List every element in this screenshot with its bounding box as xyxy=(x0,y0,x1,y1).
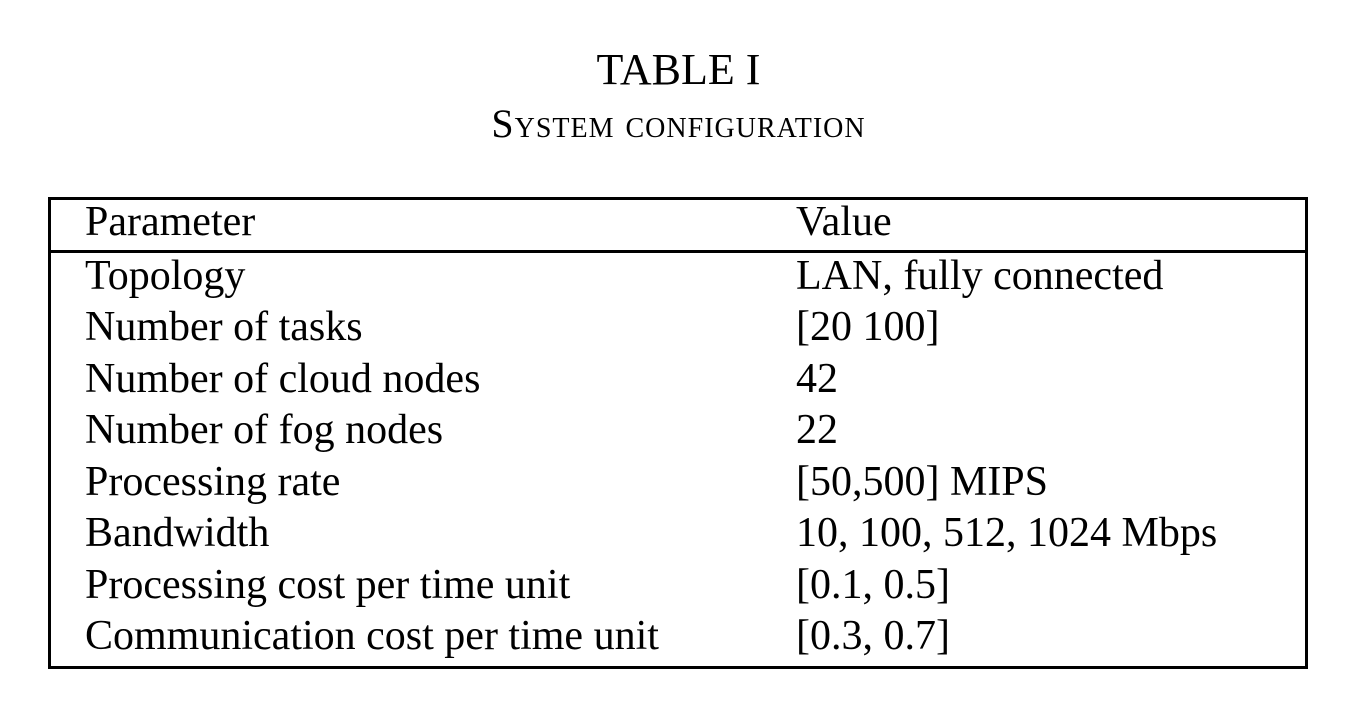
value-cell: [50,500] MIPS xyxy=(796,459,1049,505)
parameter-cell: Communication cost per time unit xyxy=(85,613,659,659)
parameter-cell: Number of tasks xyxy=(85,304,363,350)
table-row: Topology LAN, fully connected xyxy=(51,250,1305,302)
table-row: Number of cloud nodes 42 xyxy=(51,353,1305,405)
parameter-cell: Number of cloud nodes xyxy=(85,356,481,402)
value-cell: [20 100] xyxy=(796,304,940,350)
value-cell: [0.3, 0.7] xyxy=(796,613,950,659)
table-row: Bandwidth 10, 100, 512, 1024 Mbps xyxy=(51,507,1305,559)
table-row: Processing rate [50,500] MIPS xyxy=(51,456,1305,508)
parameter-cell: Topology xyxy=(85,253,246,299)
value-cell: LAN, fully connected xyxy=(796,253,1164,299)
parameter-cell: Processing cost per time unit xyxy=(85,562,571,608)
value-cell: 42 xyxy=(796,356,838,402)
header-value: Value xyxy=(796,199,892,245)
table-row: Processing cost per time unit [0.1, 0.5] xyxy=(51,559,1305,611)
table-row: Number of tasks [20 100] xyxy=(51,301,1305,353)
table-number: TABLE I xyxy=(596,45,761,94)
table-row: Communication cost per time unit [0.3, 0… xyxy=(51,610,1305,662)
parameter-cell: Processing rate xyxy=(85,459,341,505)
value-cell: 10, 100, 512, 1024 Mbps xyxy=(796,510,1218,556)
table-title: System configuration xyxy=(491,101,866,146)
value-cell: 22 xyxy=(796,407,838,453)
table-row: Number of fog nodes 22 xyxy=(51,404,1305,456)
value-cell: [0.1, 0.5] xyxy=(796,562,950,608)
parameter-cell: Number of fog nodes xyxy=(85,407,444,453)
header-parameter: Parameter xyxy=(85,199,256,245)
header-rule xyxy=(51,250,1305,253)
table-header-row: Parameter Value xyxy=(51,196,1305,248)
system-configuration-table: Parameter Value Topology LAN, fully conn… xyxy=(48,197,1308,669)
parameter-cell: Bandwidth xyxy=(85,510,270,556)
